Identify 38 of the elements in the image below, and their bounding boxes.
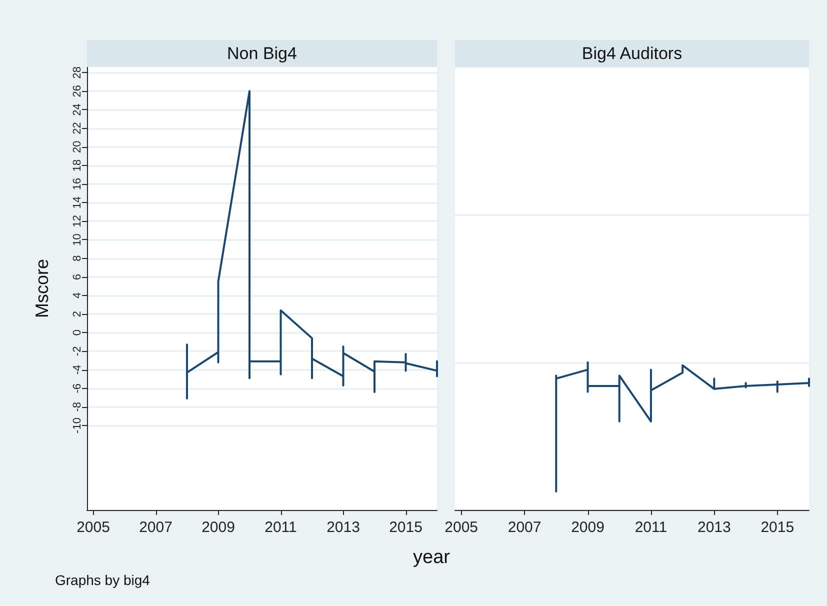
y-tick-label: -6 <box>72 383 84 394</box>
y-tick-label: 12 <box>72 215 84 228</box>
y-tick-label: 0 <box>72 330 84 336</box>
y-tick-label: 4 <box>72 292 84 299</box>
x-tick-label: 2013 <box>697 519 731 536</box>
y-tick-label: 24 <box>72 104 84 116</box>
y-tick-label: 8 <box>72 255 84 262</box>
text: Graphs by big4 <box>55 572 150 588</box>
y-tick-label: -4 <box>72 364 84 375</box>
y-tick-label: 22 <box>72 122 84 134</box>
x-tick-label: 2005 <box>76 519 110 536</box>
y-tick-label: 20 <box>72 140 84 153</box>
y-tick-label: 2 <box>72 310 84 318</box>
y-tick-label: -2 <box>72 346 84 356</box>
x-axis-title: year <box>413 547 450 569</box>
x-tick-label: 2009 <box>202 519 235 536</box>
y-tick-label: 28 <box>72 66 84 79</box>
x-tick-label: 2011 <box>264 519 297 536</box>
x-tick-label: 2007 <box>508 519 542 536</box>
line-series <box>186 90 438 400</box>
y-tick-label: 18 <box>72 159 84 172</box>
x-tick-label: 2007 <box>139 519 172 536</box>
y-tick-label: 26 <box>72 85 84 98</box>
x-tick-label: 2013 <box>326 519 360 536</box>
chart-title: Non Big4 <box>87 40 437 67</box>
y-tick-label: 14 <box>72 196 84 209</box>
x-tick-label: 2015 <box>389 519 422 536</box>
x-tick-label: 2005 <box>444 519 478 536</box>
chart-title: Big4 Auditors <box>455 40 809 67</box>
y-tick-label: 10 <box>72 234 84 246</box>
y-axis-title: Mscore <box>32 258 52 318</box>
x-tick-label: 2009 <box>571 519 604 536</box>
y-tick-label: 6 <box>72 274 84 280</box>
y-tick-label: 16 <box>72 178 84 190</box>
x-tick-label: 2011 <box>634 519 668 536</box>
y-tick-label: -8 <box>72 402 84 412</box>
x-tick-label: 2015 <box>760 519 794 536</box>
y-tick-label: -10 <box>72 418 84 434</box>
